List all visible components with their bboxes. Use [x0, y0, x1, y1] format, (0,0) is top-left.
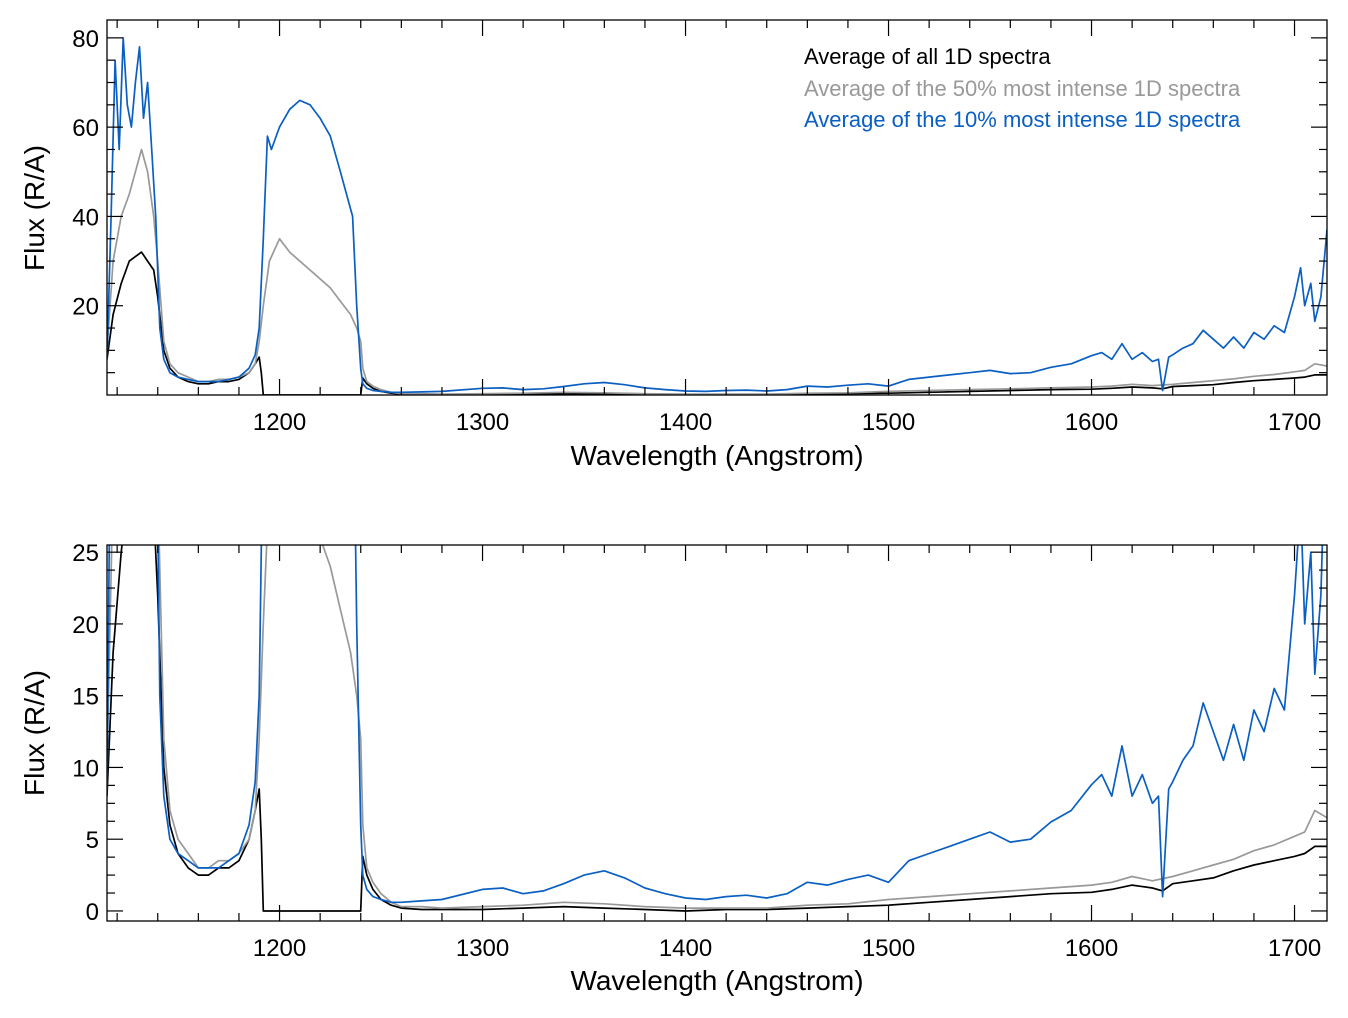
- top-axes: 1200 1300 1400 1500 1600 1700 20 40 60 80: [72, 20, 1327, 436]
- bottom-y-tick-label: 20: [72, 612, 99, 639]
- bottom-series-group: [107, 545, 1327, 912]
- top-series-line-2: [107, 148, 1327, 395]
- bottom-axes: 1200 1300 1400 1500 1600 1700 0 5 10 15 20 25: [72, 540, 1327, 962]
- top-plot-frame: [106, 19, 1328, 396]
- top-x-tick-label: 1600: [1065, 409, 1118, 436]
- bottom-x-tick-label: 1600: [1065, 935, 1118, 962]
- bottom-x-tick-label: 1200: [253, 935, 306, 962]
- bottom-y-tick-label: 5: [86, 827, 99, 854]
- bottom-series-line-1: [107, 545, 1327, 912]
- bottom-x-tick-label: 1400: [659, 935, 712, 962]
- bottom-x-tick-label: 1700: [1268, 935, 1321, 962]
- top-y-axis-title: Flux (R/A): [19, 145, 50, 271]
- legend-entry-10pct: Average of the 10% most intense 1D spect…: [804, 107, 1241, 132]
- top-x-tick-label: 1700: [1268, 409, 1321, 436]
- top-series-line-3: [107, 37, 1327, 394]
- legend: Average of all 1D spectra Average of the…: [804, 44, 1241, 132]
- top-x-tick-label: 1200: [253, 409, 306, 436]
- bottom-spectrum-panel: 1200 1300 1400 1500 1600 1700 0 5 10 15 20 25 Wavel…: [19, 540, 1328, 996]
- bottom-y-tick-label: 25: [72, 540, 99, 567]
- top-series-line-1: [107, 251, 1327, 395]
- top-y-tick-label: 40: [72, 204, 99, 231]
- bottom-x-tick-label: 1300: [456, 935, 509, 962]
- bottom-series-line-2: [107, 545, 1327, 909]
- bottom-series-line-3: [107, 545, 1324, 904]
- top-x-axis-title: Wavelength (Angstrom): [570, 440, 863, 471]
- legend-entry-all: Average of all 1D spectra: [804, 44, 1051, 69]
- legend-entry-50pct: Average of the 50% most intense 1D spect…: [804, 76, 1241, 101]
- bottom-y-tick-label: 0: [86, 899, 99, 926]
- top-x-tick-label: 1500: [862, 409, 915, 436]
- top-y-tick-label: 60: [72, 115, 99, 142]
- top-spectrum-panel: 1200 1300 1400 1500 1600 1700 20 40 60 80 Wavelen…: [19, 19, 1328, 471]
- top-y-tick-label: 20: [72, 294, 99, 321]
- top-series-group: [107, 37, 1327, 395]
- bottom-x-axis-title: Wavelength (Angstrom): [570, 965, 863, 996]
- top-x-tick-label: 1300: [456, 409, 509, 436]
- bottom-y-axis-title: Flux (R/A): [19, 670, 50, 796]
- top-y-tick-label: 80: [72, 26, 99, 53]
- bottom-y-tick-label: 10: [72, 755, 99, 782]
- top-x-tick-label: 1400: [659, 409, 712, 436]
- bottom-x-tick-label: 1500: [862, 935, 915, 962]
- bottom-plot-frame: [106, 544, 1328, 922]
- bottom-y-tick-label: 15: [72, 684, 99, 711]
